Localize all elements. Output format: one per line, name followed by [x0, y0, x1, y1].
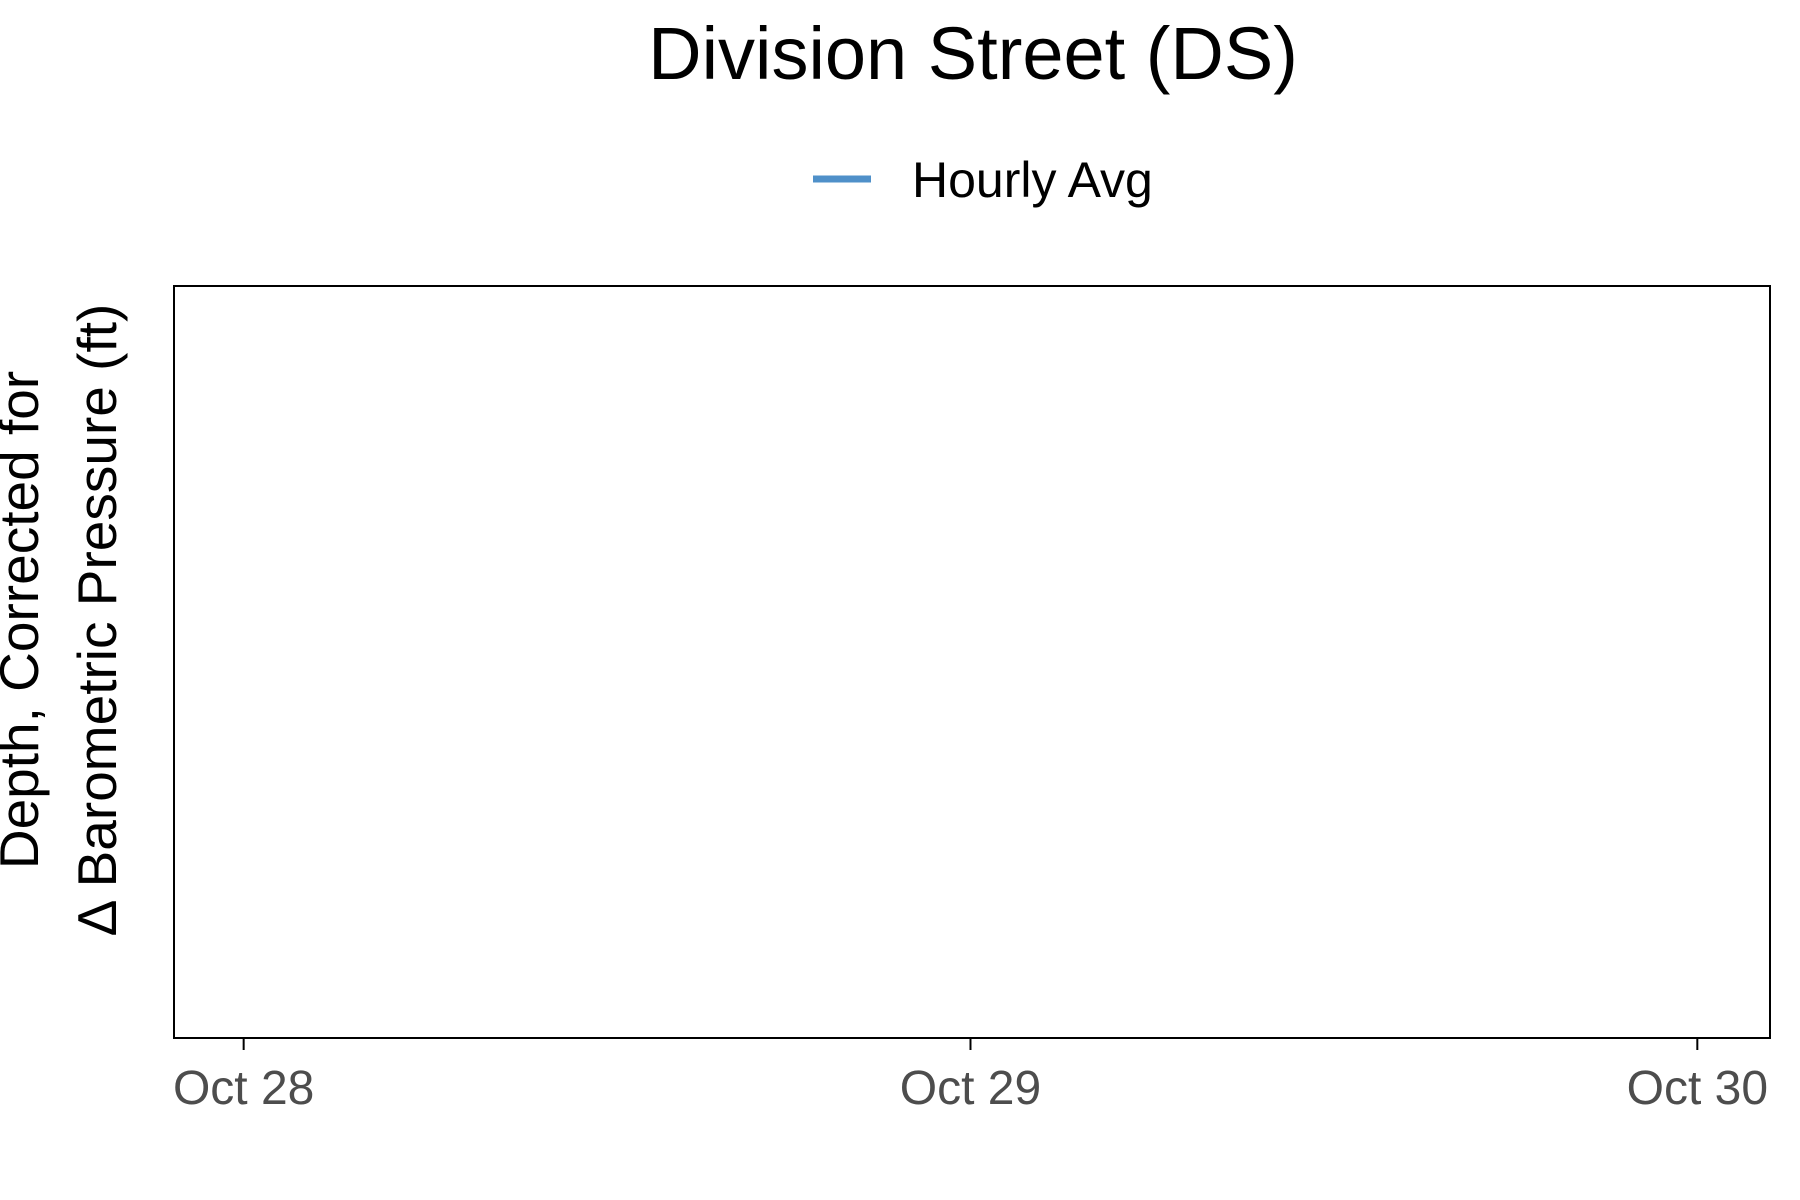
y-axis-label-line-2: Δ Barometric Pressure (ft)	[66, 304, 128, 937]
x-tick-label: Oct 28	[173, 1062, 314, 1115]
legend-label-hourly-avg: Hourly Avg	[912, 152, 1153, 208]
x-tick-label: Oct 30	[1627, 1062, 1768, 1115]
x-axis-ticks: Oct 28 Oct 29 Oct 30	[173, 1038, 1768, 1115]
plot-panel-border	[173, 285, 1771, 1039]
x-tick-label: Oct 29	[900, 1062, 1041, 1115]
y-axis-label-line-1: Depth, Corrected for	[0, 371, 50, 869]
legend: Hourly Avg	[813, 152, 1153, 208]
chart-title: Division Street (DS)	[648, 12, 1298, 95]
y-axis-label: Depth, Corrected for Δ Barometric Pressu…	[0, 304, 128, 937]
